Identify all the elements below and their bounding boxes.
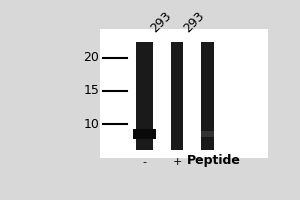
FancyBboxPatch shape (136, 42, 153, 150)
Text: -: - (142, 157, 146, 167)
Text: 293: 293 (148, 9, 174, 35)
FancyBboxPatch shape (171, 42, 183, 150)
Text: 10: 10 (83, 118, 99, 131)
FancyBboxPatch shape (201, 42, 214, 150)
FancyBboxPatch shape (100, 29, 268, 158)
Text: 293: 293 (181, 9, 206, 35)
Text: Peptide: Peptide (187, 154, 241, 167)
FancyBboxPatch shape (201, 131, 214, 137)
Text: +: + (172, 157, 182, 167)
Text: 20: 20 (83, 51, 99, 64)
Text: 15: 15 (83, 84, 99, 97)
FancyBboxPatch shape (133, 129, 156, 139)
